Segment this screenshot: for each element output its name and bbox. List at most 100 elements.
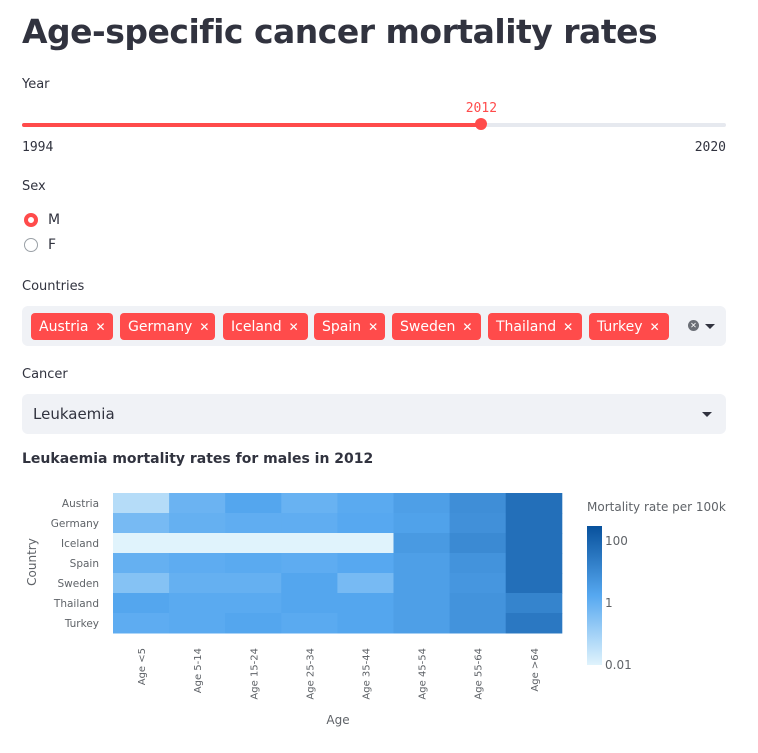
heatmap-cell — [281, 573, 338, 594]
sex-option-label: F — [48, 237, 57, 253]
y-tick-label: Spain — [70, 558, 99, 570]
heatmap-cell — [449, 513, 507, 534]
remove-tag-icon[interactable]: ✕ — [288, 319, 299, 334]
x-tick-label: Age >64 — [530, 648, 541, 692]
heatmap-cell — [449, 613, 507, 634]
heatmap-cell — [393, 593, 451, 614]
heatmap-cell — [281, 593, 338, 614]
heatmap-cell — [393, 553, 451, 574]
x-tick-label: Age 25-34 — [305, 648, 316, 700]
sex-option-label: M — [48, 212, 61, 228]
y-tick-label: Sweden — [58, 578, 100, 590]
heatmap-cell — [393, 613, 451, 634]
country-tag-thailand[interactable]: Thailand ✕ — [488, 313, 582, 340]
heatmap-cell — [505, 573, 563, 594]
remove-tag-icon[interactable]: ✕ — [368, 319, 379, 334]
heatmap-cell — [225, 533, 282, 554]
sex-option-f[interactable]: F — [24, 237, 56, 253]
remove-tag-icon[interactable]: ✕ — [563, 319, 574, 334]
heatmap-cell — [449, 593, 507, 614]
heatmap-cell — [169, 553, 226, 574]
country-tag-spain[interactable]: Spain ✕ — [314, 313, 385, 340]
heatmap-cell — [113, 553, 170, 574]
colorbar-tick-label: 0.01 — [605, 658, 632, 672]
sex-option-m[interactable]: M — [24, 212, 60, 228]
x-tick-label: Age 15-24 — [249, 648, 260, 700]
heatmap-cell — [281, 553, 338, 574]
heatmap-cell — [113, 533, 170, 554]
heatmap-cell — [393, 513, 451, 534]
tag-label: Austria — [39, 318, 89, 335]
remove-tag-icon[interactable]: ✕ — [649, 319, 660, 334]
heatmap-cell — [449, 553, 507, 574]
heatmap-cell — [169, 493, 226, 514]
heatmap-cell — [113, 593, 170, 614]
chevron-down-icon[interactable] — [702, 412, 712, 417]
heatmap-cell — [337, 593, 394, 614]
year-slider-min: 1994 — [22, 140, 54, 155]
remove-tag-icon[interactable]: ✕ — [199, 319, 210, 334]
country-tag-iceland[interactable]: Iceland ✕ — [223, 313, 308, 340]
heatmap-cell — [393, 573, 451, 594]
x-tick-labels: Age <5 Age 5-14 Age 15-24 Age 25-34 Age 35-4… — [137, 648, 541, 700]
countries-multiselect[interactable]: Austria ✕ Germany ✕ Iceland ✕ Spain ✕ Sweden… — [22, 306, 726, 346]
heatmap-cell — [337, 613, 394, 634]
heatmap-cell — [225, 573, 282, 594]
y-tick-label: Austria — [62, 498, 99, 510]
year-slider-value: 2012 — [465, 101, 498, 116]
x-tick-label: Age 5-14 — [193, 648, 204, 693]
countries-label: Countries — [22, 279, 85, 294]
heatmap-cell — [449, 573, 507, 594]
heatmap-cell — [505, 493, 563, 514]
heatmap-chart: Austria Germany Iceland Spain Sweden Thailand… — [25, 493, 726, 727]
remove-tag-icon[interactable]: ✕ — [462, 319, 473, 334]
heatmap-cell — [337, 493, 394, 514]
heatmap-cell — [169, 533, 226, 554]
y-axis-label: Country — [25, 538, 39, 586]
year-slider-thumb[interactable] — [475, 118, 488, 130]
chart-title: Leukaemia mortality rates for males in 2… — [22, 451, 374, 467]
heatmap-cell — [393, 493, 451, 514]
x-tick-label: Age 35-44 — [361, 648, 372, 700]
heatmap-cell — [449, 493, 507, 514]
radio-unselected-icon[interactable] — [24, 238, 38, 252]
chevron-down-icon[interactable] — [705, 324, 715, 329]
heatmap-cell — [337, 553, 394, 574]
heatmap-cell — [281, 513, 338, 534]
heatmap-cell — [169, 513, 226, 534]
heatmap-cell — [225, 553, 282, 574]
tag-label: Thailand — [496, 318, 557, 335]
heatmap-cell — [505, 533, 563, 554]
heatmap-cell — [505, 613, 563, 634]
tag-label: Iceland — [231, 318, 282, 335]
x-tick-label: Age <5 — [137, 648, 148, 685]
heatmap-cell — [393, 533, 451, 554]
tag-label: Turkey — [597, 318, 643, 335]
heatmap-cell — [281, 493, 338, 514]
colorbar-ticks: 100 1 0.01 — [605, 534, 632, 672]
country-tag-sweden[interactable]: Sweden ✕ — [392, 313, 481, 340]
radio-selected-icon[interactable] — [24, 213, 38, 227]
x-tick-label: Age 55-64 — [474, 648, 485, 700]
country-tag-germany[interactable]: Germany ✕ — [120, 313, 215, 340]
country-tag-austria[interactable]: Austria ✕ — [31, 313, 113, 340]
heatmap-cell — [113, 513, 170, 534]
remove-tag-icon[interactable]: ✕ — [95, 319, 106, 334]
clear-icon[interactable]: ✕ — [688, 320, 699, 331]
heatmap-cell — [281, 613, 338, 634]
y-tick-label: Iceland — [61, 538, 99, 550]
heatmap-cell — [225, 493, 282, 514]
cancer-select-value: Leukaemia — [33, 405, 115, 423]
heatmap-cell — [225, 593, 282, 614]
heatmap-cell — [337, 573, 394, 594]
y-tick-labels: Austria Germany Iceland Spain Sweden Thailand… — [51, 498, 99, 630]
sex-label: Sex — [22, 179, 46, 194]
colorbar — [587, 526, 602, 665]
year-label: Year — [22, 77, 50, 92]
year-slider-track[interactable] — [22, 123, 726, 127]
cancer-select[interactable]: Leukaemia — [22, 394, 726, 434]
x-tick-label: Age 45-54 — [418, 648, 429, 700]
heatmap-cell — [337, 533, 394, 554]
heatmap-cell — [169, 613, 226, 634]
country-tag-turkey[interactable]: Turkey ✕ — [589, 313, 669, 340]
